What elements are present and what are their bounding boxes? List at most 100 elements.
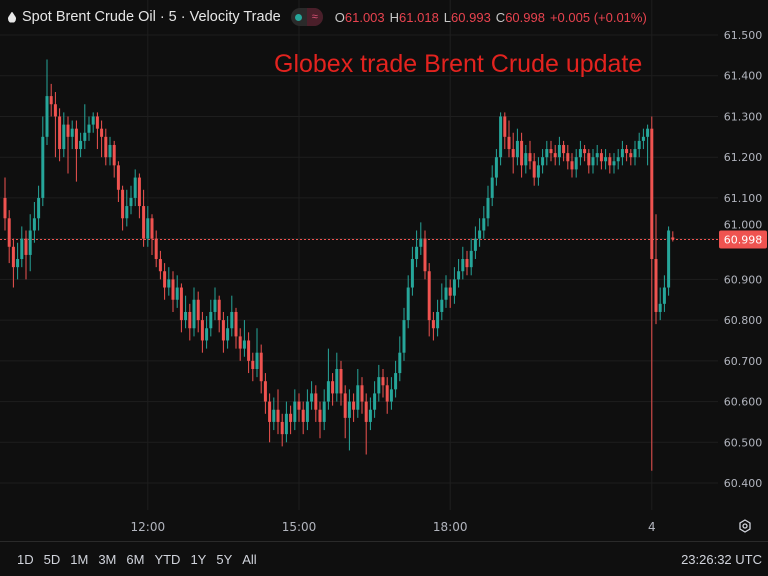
candle-body [49,96,53,105]
candle-body [654,259,658,312]
y-tick-label: 61.200 [724,151,763,164]
candle [499,112,503,166]
candle [293,389,297,431]
clock[interactable]: 23:26:32 UTC [681,552,762,567]
range-1d-button[interactable]: 1D [17,551,34,567]
candle [150,214,154,255]
candle-body [11,246,15,268]
symbol-title[interactable]: Spot Brent Crude Oil · 5 · Velocity Trad… [22,9,281,25]
candle-body [284,413,288,435]
candle-body [507,136,511,150]
candle-body [436,311,440,329]
candle-body [511,149,515,158]
candle [356,368,360,418]
candle [171,271,175,312]
candle [133,169,137,207]
candle [37,185,41,231]
candle-body [406,287,410,321]
candle-body [352,401,356,410]
candle-body [377,377,381,394]
range-3m-button[interactable]: 3M [98,551,117,567]
candle-body [368,409,372,422]
candle-body [339,368,343,394]
candle [377,364,381,402]
candle [604,149,608,170]
candle-body [658,303,662,312]
candle [284,401,288,443]
candle-body [28,230,32,255]
candle-body [32,218,36,231]
x-tick-label: 18:00 [433,520,468,534]
candle [494,149,498,186]
candle [616,149,620,170]
high-value: 61.018 [399,9,439,25]
range-ytd-button[interactable]: YTD [154,551,181,567]
candle-body [20,238,24,260]
candle-body [121,189,125,219]
date-range-buttons: 1D 5D 1M 3M 6M YTD 1Y 5Y All [17,552,257,567]
candle-body [671,237,675,240]
open-key: O [334,9,345,25]
candle [16,242,20,280]
candle [259,344,263,394]
candle [541,149,545,174]
candle-body [381,377,385,386]
candle [230,295,234,337]
time-axis: 12:00 15:00 18:00 4 [131,520,656,534]
y-tick-label: 61.500 [724,29,763,42]
range-5y-button[interactable]: 5Y [216,551,233,567]
candle [352,393,356,422]
candle [167,267,171,296]
candle-body [234,311,238,337]
candle [146,206,150,247]
candle [196,291,200,333]
candle-body [37,197,41,219]
candle-body [515,140,519,158]
candle [461,246,465,280]
candle-body [469,250,473,268]
candle-body [247,340,251,361]
candle [58,108,62,162]
candle [3,177,7,231]
candle-body [557,144,561,158]
candle-body [629,153,633,158]
candle [381,368,385,398]
candle-body [486,197,490,219]
candle-body [205,328,209,341]
candle [423,230,427,280]
candle-body [574,157,578,170]
candle-body [196,299,200,321]
candle-body [457,271,461,280]
candle [625,144,629,162]
range-1m-button[interactable]: 1M [70,551,89,567]
market-status-pill[interactable]: ≈ [290,8,323,26]
range-all-button[interactable]: All [242,551,257,567]
candle [583,144,587,162]
candle [587,149,591,174]
candle-body [641,136,645,141]
candle [310,381,314,410]
candle [545,140,549,166]
candle-body [524,153,528,166]
candle-body [402,320,406,353]
candle [205,316,209,349]
candle [515,128,519,166]
candle [410,246,414,296]
candle-body [595,153,599,158]
candle-body [482,218,486,231]
settings-icon[interactable] [738,519,752,533]
candle-body [104,136,108,158]
range-5d-button[interactable]: 5D [43,551,61,567]
candle-body [238,336,242,349]
candle [562,140,566,162]
candle-body [322,401,326,422]
y-tick-label: 60.500 [724,436,763,449]
candle-body [583,149,587,154]
range-1y-button[interactable]: 1Y [190,551,207,567]
range-6m-button[interactable]: 6M [126,551,145,567]
candle [641,128,645,150]
candle-body [650,128,654,260]
candle [234,307,238,349]
y-tick-label: 61.000 [724,218,763,231]
